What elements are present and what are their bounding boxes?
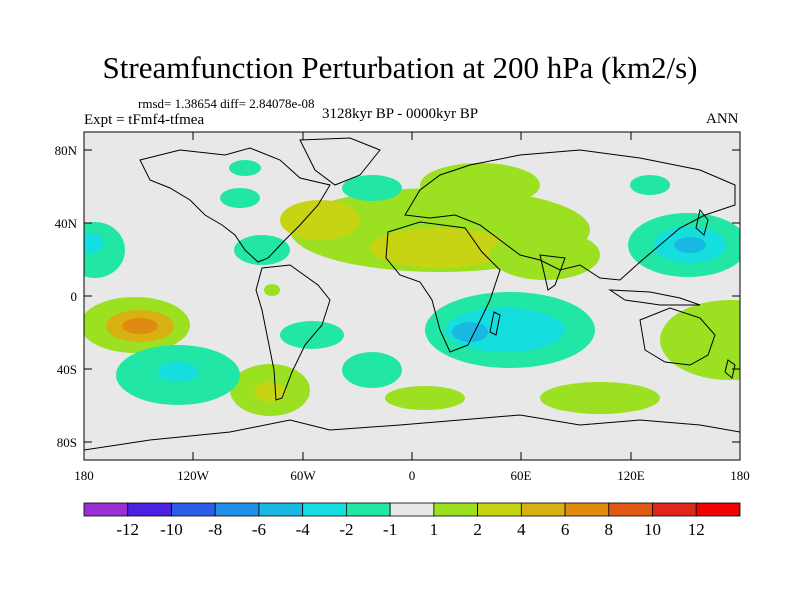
antarctica-outline <box>84 414 740 451</box>
anomaly-w-pacific-core <box>674 237 706 253</box>
contour-fields <box>84 160 740 416</box>
lat-label-40n: 40N <box>55 216 78 231</box>
colorbar-label: -2 <box>339 520 353 539</box>
colorbar-box <box>83 502 129 517</box>
colorbar-box <box>608 502 653 517</box>
chart-title: Streamfunction Perturbation at 200 hPa (… <box>102 50 698 85</box>
axis-ticks <box>84 132 740 460</box>
lon-label-60w: 60W <box>290 468 316 483</box>
anomaly-small-sa <box>264 284 280 296</box>
lon-label-180e: 180 <box>730 468 750 483</box>
experiment-text: Expt = tFmf4-tfmea <box>84 112 205 128</box>
south-america-outline <box>255 264 331 401</box>
anomaly-n-america-north <box>220 188 260 208</box>
colorbar-box <box>564 502 610 517</box>
season-text: ANN <box>706 111 739 127</box>
colorbar-label: 2 <box>473 520 482 539</box>
colorbar-box <box>171 502 216 517</box>
colorbar-label: 10 <box>644 520 661 539</box>
colorbar-box <box>127 502 172 517</box>
colorbar-label: 1 <box>430 520 439 539</box>
new-zealand-outline <box>724 359 736 379</box>
colorbar-box <box>520 502 566 517</box>
eurasia-outline <box>404 149 736 281</box>
colorbar-label: -4 <box>296 520 311 539</box>
lat-label-80n: 80N <box>55 143 78 158</box>
anomaly-n-atlantic-africa-inner <box>370 228 510 268</box>
lon-label-120e: 120E <box>617 468 645 483</box>
indonesia-outline <box>608 289 701 306</box>
anomaly-australia <box>660 300 740 380</box>
lon-label-120w: 120W <box>177 468 210 483</box>
anomaly-north-atlantic-bit <box>229 160 261 176</box>
anomaly-s-pacific-core <box>122 318 158 334</box>
period-text: 3128kyr BP - 0000kyr BP <box>322 106 479 122</box>
lat-label-40s: 40S <box>57 362 77 377</box>
japan-outline <box>695 208 709 236</box>
colorbar-label: -8 <box>208 520 222 539</box>
colorbar-label: -12 <box>116 520 139 539</box>
anomaly-n-atlantic-small <box>342 175 402 201</box>
colorbar-label: 8 <box>605 520 614 539</box>
lat-label-80s: 80S <box>57 435 77 450</box>
africa-outline <box>385 221 501 353</box>
colorbar-label: -6 <box>252 520 266 539</box>
anomaly-n-america-east <box>280 200 360 240</box>
coastlines <box>84 137 740 451</box>
north-america-outline <box>139 147 331 263</box>
colorbar: -12 -10 -8 -6 -4 -2 -1 1 2 4 6 8 10 12 <box>83 502 741 539</box>
colorbar-box <box>433 502 479 517</box>
australia-outline <box>639 307 716 366</box>
anomaly-gulf <box>234 235 290 265</box>
colorbar-box <box>258 502 304 517</box>
india-outline <box>539 254 566 291</box>
stats-text: rmsd= 1.38654 diff= 2.84078e-08 <box>138 96 315 111</box>
anomaly-s-america-east <box>280 321 344 349</box>
lat-label-0: 0 <box>71 289 78 304</box>
colorbar-box <box>345 502 391 517</box>
anomaly-indian-ocean-core <box>452 322 488 342</box>
lon-label-180w: 180 <box>74 468 94 483</box>
anomaly-s-ocean-east <box>540 382 660 414</box>
colorbar-label: -10 <box>160 520 183 539</box>
anomaly-small-center <box>385 386 465 410</box>
anomaly-s-atlantic-small <box>342 352 402 388</box>
colorbar-box <box>477 502 522 517</box>
lon-label-0: 0 <box>409 468 416 483</box>
colorbar-label: 6 <box>561 520 570 539</box>
colorbar-box <box>652 502 697 517</box>
anomaly-india <box>490 230 600 280</box>
colorbar-label: 12 <box>688 520 705 539</box>
colorbar-box <box>695 502 741 517</box>
anomaly-s-atlantic-inner <box>254 382 286 402</box>
lon-label-60e: 60E <box>511 468 532 483</box>
colorbar-box <box>214 502 260 517</box>
colorbar-label: 4 <box>517 520 526 539</box>
madagascar-outline <box>489 311 501 336</box>
colorbar-label: -1 <box>383 520 397 539</box>
anomaly-n-europe <box>420 163 540 207</box>
greenland-outline <box>299 137 381 186</box>
colorbar-box <box>302 502 347 517</box>
anomaly-n-pacific-left-inner <box>84 233 104 253</box>
anomaly-s-pacific-south-inner <box>158 362 198 382</box>
colorbar-box <box>389 502 435 517</box>
anomaly-siberia <box>630 175 670 195</box>
